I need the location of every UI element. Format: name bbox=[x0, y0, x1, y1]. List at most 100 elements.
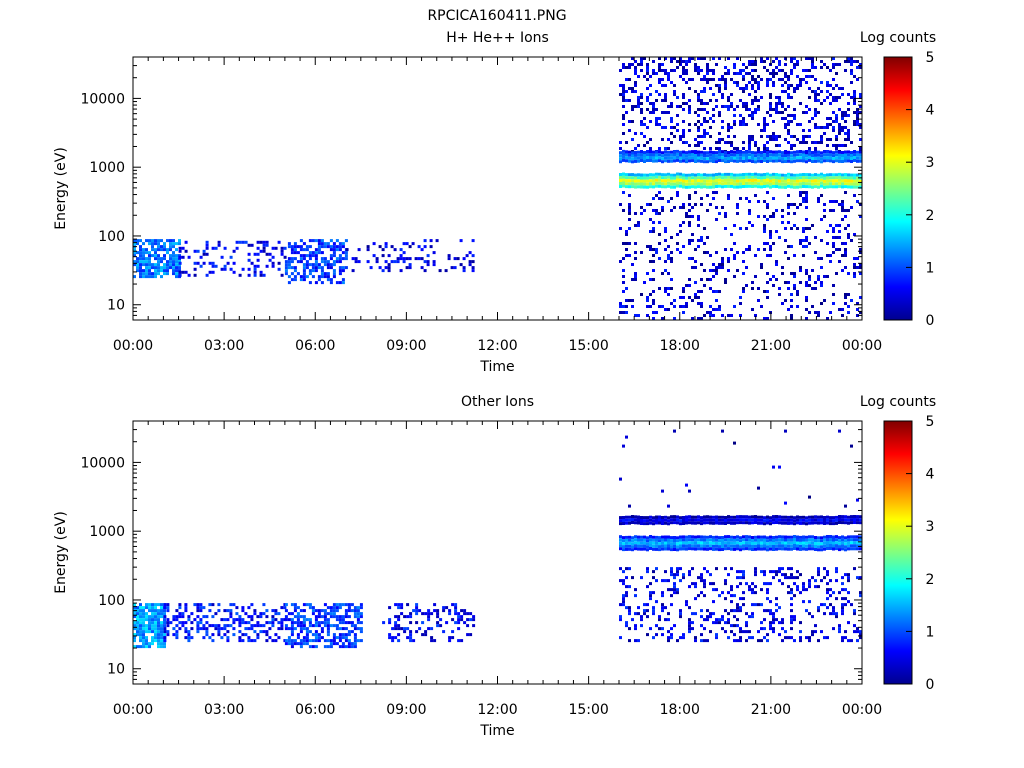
band-cell bbox=[676, 158, 679, 162]
count-cell bbox=[814, 96, 817, 99]
count-cell bbox=[151, 621, 154, 625]
count-cell bbox=[154, 239, 157, 243]
count-cell bbox=[733, 609, 736, 613]
count-cell bbox=[302, 624, 306, 628]
count-cell bbox=[133, 615, 136, 619]
band-cell bbox=[751, 154, 754, 157]
band-cell bbox=[817, 182, 820, 186]
band-cell bbox=[691, 179, 694, 183]
band-cell bbox=[832, 516, 835, 520]
band-cell bbox=[772, 539, 775, 542]
band-cell bbox=[634, 541, 637, 545]
count-cell bbox=[151, 272, 154, 276]
band-cell bbox=[670, 518, 673, 522]
count-cell bbox=[826, 606, 829, 610]
count-cell bbox=[703, 135, 706, 138]
band-cell bbox=[685, 547, 688, 551]
count-cell bbox=[329, 254, 333, 258]
count-cell bbox=[763, 215, 766, 218]
count-cell bbox=[628, 218, 631, 221]
band-cell bbox=[814, 545, 817, 548]
band-cell bbox=[706, 544, 709, 548]
count-cell bbox=[847, 305, 850, 308]
count-cell bbox=[697, 215, 700, 218]
count-cell bbox=[634, 257, 637, 260]
count-cell bbox=[754, 275, 757, 278]
count-cell bbox=[172, 266, 175, 270]
count-cell bbox=[712, 120, 715, 123]
count-cell bbox=[622, 105, 625, 108]
count-cell bbox=[139, 269, 142, 273]
count-cell bbox=[691, 57, 694, 60]
count-cell bbox=[436, 615, 440, 619]
count-cell bbox=[664, 93, 667, 96]
count-cell bbox=[823, 612, 826, 616]
band-cell bbox=[751, 542, 754, 545]
count-cell bbox=[853, 102, 856, 105]
count-cell bbox=[290, 642, 294, 646]
count-cell bbox=[688, 215, 691, 218]
count-cell bbox=[649, 245, 652, 248]
count-cell bbox=[841, 269, 844, 272]
count-cell bbox=[619, 579, 622, 583]
count-cell bbox=[817, 200, 820, 203]
count-cell bbox=[628, 254, 631, 257]
count-cell bbox=[769, 570, 772, 574]
count-cell bbox=[709, 287, 712, 290]
band-cell bbox=[826, 544, 829, 547]
count-cell bbox=[682, 129, 685, 132]
count-cell bbox=[787, 194, 790, 197]
count-cell bbox=[311, 254, 315, 258]
band-cell bbox=[742, 544, 745, 548]
band-cell bbox=[676, 521, 679, 525]
count-cell bbox=[634, 84, 637, 87]
count-cell bbox=[326, 612, 330, 616]
count-cell bbox=[223, 267, 227, 271]
count-cell bbox=[691, 257, 694, 260]
count-cell bbox=[211, 270, 215, 274]
count-cell bbox=[305, 254, 309, 258]
band-cell bbox=[739, 536, 742, 540]
count-cell bbox=[709, 135, 712, 138]
band-cell bbox=[688, 150, 691, 154]
count-cell bbox=[766, 254, 769, 257]
count-cell bbox=[469, 618, 473, 622]
band-cell bbox=[682, 176, 685, 180]
count-cell bbox=[466, 618, 470, 622]
count-cell bbox=[277, 267, 281, 271]
band-cell bbox=[769, 159, 772, 163]
band-cell bbox=[628, 156, 631, 160]
count-cell bbox=[622, 93, 625, 96]
count-cell bbox=[305, 260, 309, 264]
count-cell bbox=[796, 227, 799, 230]
count-cell bbox=[655, 72, 658, 75]
band-cell bbox=[844, 548, 847, 552]
count-cell bbox=[637, 75, 640, 78]
count-cell bbox=[142, 606, 145, 610]
count-cell bbox=[293, 621, 297, 625]
count-cell bbox=[853, 93, 856, 96]
count-cell bbox=[157, 272, 160, 276]
count-cell bbox=[745, 630, 748, 634]
count-cell bbox=[323, 263, 327, 267]
band-cell bbox=[832, 519, 835, 523]
band-cell bbox=[844, 182, 847, 186]
count-cell bbox=[347, 633, 351, 637]
band-cell bbox=[808, 515, 811, 519]
count-cell bbox=[787, 93, 790, 96]
band-cell bbox=[799, 538, 802, 542]
count-cell bbox=[625, 567, 628, 571]
count-cell bbox=[727, 72, 730, 75]
band-cell bbox=[646, 519, 649, 523]
band-cell bbox=[823, 179, 826, 183]
count-cell bbox=[790, 305, 793, 308]
band-cell bbox=[847, 156, 850, 160]
band-cell bbox=[673, 521, 676, 525]
count-cell bbox=[841, 588, 844, 592]
count-cell bbox=[670, 287, 673, 290]
count-cell bbox=[679, 579, 682, 583]
band-cell bbox=[670, 515, 673, 519]
count-cell bbox=[652, 111, 655, 114]
count-cell bbox=[187, 255, 191, 259]
count-cell bbox=[284, 642, 288, 646]
